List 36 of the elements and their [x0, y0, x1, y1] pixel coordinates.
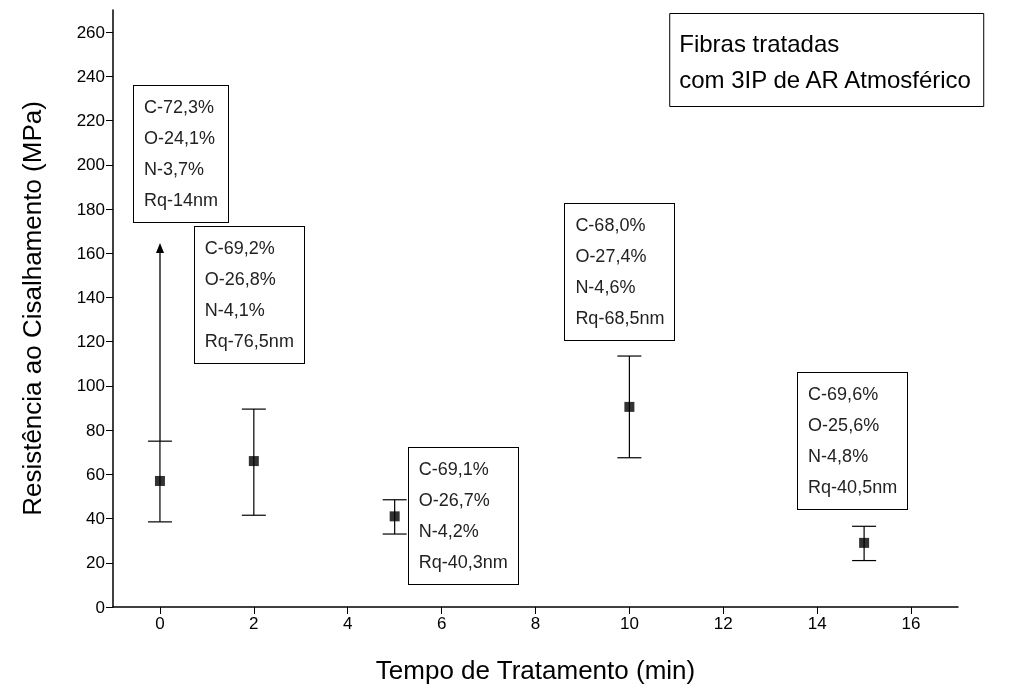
y-tick-label: 80: [86, 420, 105, 440]
y-tick-label: 220: [76, 111, 105, 131]
point: [154, 475, 165, 486]
y-tick-label: 0: [95, 597, 105, 617]
x-tick-label: 14: [807, 614, 827, 633]
y-tick-label: 60: [86, 464, 105, 484]
y-axis-title: Resistência ao Cisalhamento (MPa): [17, 101, 47, 516]
annotation: C-69,2% O-26,8% N-4,1% Rq-76,5nm: [193, 226, 305, 365]
x-tick-label: 10: [619, 614, 639, 633]
point: [859, 537, 870, 548]
annotation: C-69,1% O-26,7% N-4,2% Rq-40,3nm: [407, 447, 519, 586]
x-tick-label: 2: [249, 614, 259, 633]
y-tick-label: 20: [86, 553, 105, 573]
point: [248, 456, 259, 467]
x-tick-label: 12: [713, 614, 733, 633]
annotation: C-72,3% O-24,1% N-3,7% Rq-14nm: [132, 84, 229, 223]
y-tick-label: 200: [76, 155, 105, 175]
y-tick-label: 180: [76, 199, 105, 219]
annotation: C-69,6% O-25,6% N-4,8% Rq-40,5nm: [797, 371, 909, 510]
point: [389, 511, 400, 522]
y-tick-label: 240: [76, 66, 105, 86]
x-tick-label: 16: [901, 614, 921, 633]
y-tick-label: 100: [76, 376, 105, 396]
x-tick-label: 0: [155, 614, 165, 633]
x-tick-label: 6: [436, 614, 447, 633]
text: Fibras tratadas com 3IP de AR Atmosférico: [679, 29, 971, 93]
annotation: C-68,0% O-27,4% N-4,6% Rq-68,5nm: [564, 202, 676, 341]
y-tick-label: 160: [76, 243, 105, 263]
x-tick-label: 8: [530, 614, 541, 633]
y-tick-label: 140: [76, 287, 105, 307]
x-tick-label: 4: [342, 614, 353, 633]
x-axis-title: Tempo de Tratamento (min): [375, 655, 696, 685]
y-tick-label: 120: [76, 332, 105, 352]
point: [624, 401, 635, 412]
y-tick-label: 260: [76, 22, 105, 42]
y-tick-label: 40: [86, 509, 105, 529]
